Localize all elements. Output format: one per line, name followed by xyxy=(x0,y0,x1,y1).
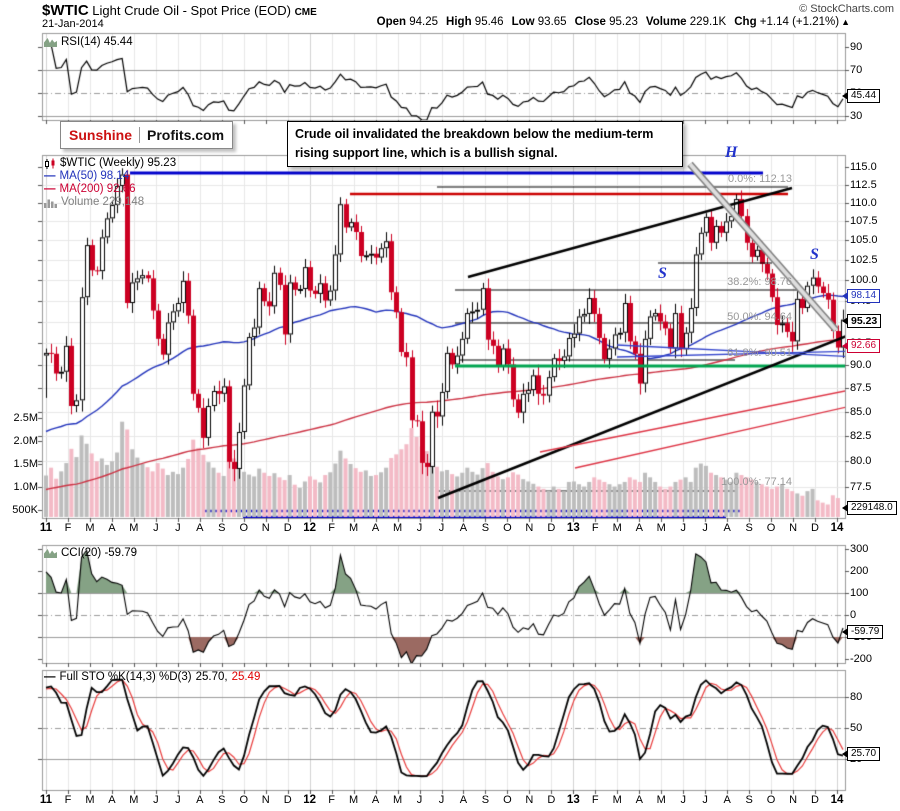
quote-label-chg: Chg xyxy=(734,16,757,28)
quote-label-high: High xyxy=(446,16,472,28)
sto-legend-label: Full STO %K(14,3) %D(3) xyxy=(59,671,192,683)
sto-d-value: 25.49 xyxy=(231,671,261,683)
exchange-label: CME xyxy=(294,7,317,18)
price-legend-title: $WTIC (Weekly) 95.23 xyxy=(60,157,177,169)
stockcharts-copyright: © StockCharts.com xyxy=(799,3,894,15)
sto-k-value: 25.70, xyxy=(195,671,228,683)
volume-legend-label: Volume 229,148 xyxy=(61,196,145,208)
chart-title: $WTIC Light Crude Oil - Spot Price (EOD)… xyxy=(42,2,317,19)
quote-label-open: Open xyxy=(376,16,407,28)
annotation-line1: Crude oil invalidated the breakdown belo… xyxy=(295,127,654,141)
volume-bars-icon xyxy=(44,199,57,208)
annotation-box: Crude oil invalidated the breakdown belo… xyxy=(287,121,683,167)
rsi-legend-label: RSI(14) 45.44 xyxy=(61,36,133,48)
ma200-line-icon: — xyxy=(44,183,56,195)
quote-label-low: Low xyxy=(511,16,535,28)
area-chart-icon xyxy=(44,38,57,47)
quote-value-high: 95.46 xyxy=(471,16,504,28)
quote-label-volume: Volume xyxy=(645,16,687,28)
change-up-icon: ▲ xyxy=(841,17,850,27)
candlestick-icon xyxy=(45,158,55,169)
quote-value-open: 94.25 xyxy=(406,16,439,28)
ma200-legend-label: MA(200) 92.66 xyxy=(59,183,136,195)
ma50-legend-label: MA(50) 98.14 xyxy=(59,170,130,182)
ma50-line-icon: — xyxy=(44,170,56,182)
area-chart-icon xyxy=(44,549,57,558)
volume-legend-row: Volume 229,148 xyxy=(44,196,176,209)
sunshine-profits-logo: Sunshine Profits.com xyxy=(60,121,234,149)
logo-profits: Profits.com xyxy=(147,127,225,143)
price-legend: $WTIC (Weekly) 95.23 — MA(50) 98.14 — MA… xyxy=(44,157,176,209)
cci-legend-label: CCI(20) -59.79 xyxy=(61,547,138,559)
annotation-line2: rising support line, which is a bullish … xyxy=(295,146,558,160)
ticker-symbol: $WTIC xyxy=(42,2,89,19)
sto-legend: — Full STO %K(14,3) %D(3) 25.70, 25.49 xyxy=(44,671,260,683)
instrument-name: Light Crude Oil - Spot Price (EOD) xyxy=(88,3,295,18)
quote-value-close: 95.23 xyxy=(605,16,638,28)
sto-line-icon: — xyxy=(44,671,56,683)
logo-sunshine: Sunshine xyxy=(69,127,141,143)
quote-value-volume: 229.1K xyxy=(686,16,727,28)
quote-value-low: 93.65 xyxy=(534,16,567,28)
quote-bar: Open 94.25 High 95.46 Low 93.65 Close 95.23… xyxy=(369,16,850,28)
price-legend-title-row: $WTIC (Weekly) 95.23 xyxy=(44,157,176,170)
quote-label-close: Close xyxy=(574,16,606,28)
ma50-legend-row: — MA(50) 98.14 xyxy=(44,170,176,183)
chart-date: 21-Jan-2014 xyxy=(42,18,104,30)
ma200-legend-row: — MA(200) 92.66 xyxy=(44,183,176,196)
cci-legend: CCI(20) -59.79 xyxy=(44,547,137,559)
rsi-legend: RSI(14) 45.44 xyxy=(44,36,133,48)
quote-value-chg: +1.14 (+1.21%) xyxy=(756,16,840,28)
